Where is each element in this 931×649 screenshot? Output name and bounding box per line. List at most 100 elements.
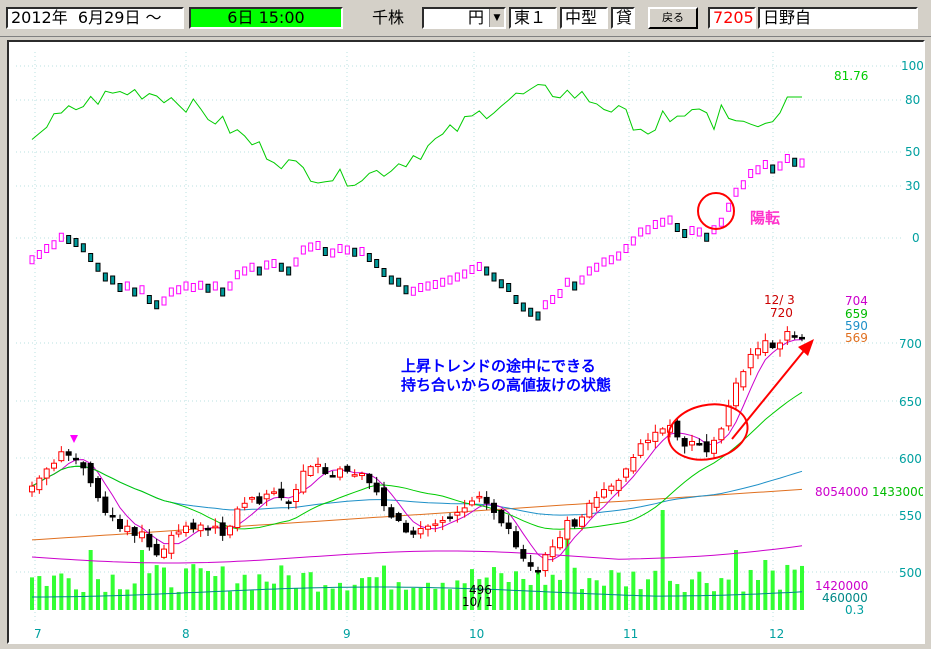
volume-bar-81: [624, 586, 628, 610]
volume-bar-33: [272, 583, 276, 610]
candle-82: [630, 453, 637, 474]
candle-body: [95, 478, 101, 499]
code-prefix: 7: [713, 8, 724, 27]
chevron-down-icon[interactable]: ▼: [489, 9, 504, 27]
volume-bar-10: [103, 591, 108, 610]
unit-label: 千株: [372, 8, 405, 27]
candle-56: [439, 516, 446, 531]
trend-arrow-head: [798, 339, 814, 356]
market-field: 東１: [509, 7, 557, 29]
volume-bar-85: [653, 570, 658, 610]
back-button[interactable]: 戻る: [648, 7, 698, 29]
candle-body: [447, 516, 453, 519]
candle-body: [564, 519, 571, 540]
oscillator-line: [31, 83, 802, 187]
candle-body: [432, 523, 439, 526]
volume-bar-92: [704, 583, 709, 610]
volume-bar-1: [37, 576, 42, 610]
volume-bar-8: [88, 550, 93, 610]
candle-body: [476, 495, 483, 499]
candle-47: [373, 476, 380, 496]
candle-52: [410, 526, 417, 538]
psar-marker-37: [300, 245, 306, 255]
price-axis-700: 700: [899, 337, 922, 351]
psar-marker-105: [799, 158, 805, 168]
candle-80: [615, 478, 622, 497]
candle-body: [733, 382, 739, 407]
volume-bar-47: [374, 577, 379, 610]
candle-body: [579, 516, 585, 527]
status-field: 6日 15:00: [189, 7, 343, 29]
psar-marker-38: [308, 242, 314, 252]
volume-label-4: 460000: [822, 591, 868, 605]
price-axis-550: 550: [899, 509, 922, 523]
candle-body: [256, 496, 263, 504]
volume-bar-104: [792, 569, 797, 610]
candle-9: [95, 476, 101, 502]
volume-bar-22: [191, 564, 196, 610]
volume-bar-14: [132, 583, 137, 610]
candle-44: [351, 469, 358, 478]
volume-bar-42: [338, 582, 342, 610]
candle-body: [527, 562, 534, 567]
candle-body: [755, 348, 761, 356]
candle-body: [403, 522, 409, 533]
psar-marker-20: [176, 285, 182, 295]
candle-body: [168, 534, 175, 554]
candle-body: [175, 531, 182, 535]
volume-bar-16: [147, 573, 152, 610]
ma-mid-line: [31, 465, 803, 516]
psar-marker-8: [88, 253, 94, 262]
volume-bar-21: [184, 568, 188, 610]
osc-axis-50: 50: [905, 145, 920, 159]
candle-body: [300, 470, 307, 493]
psar-marker-40: [322, 247, 328, 256]
size-class-field: 中型: [560, 7, 608, 29]
candle-74: [571, 518, 578, 529]
volume-bar-31: [257, 574, 262, 610]
month-label-12: 12: [769, 627, 784, 641]
volume-label-1: 8054000: [815, 485, 868, 499]
candle-39: [315, 457, 321, 474]
candle-body: [278, 488, 285, 499]
date-field[interactable]: 2012年 6月29日 ～: [6, 7, 184, 29]
psar-marker-14: [132, 287, 138, 297]
candle-body: [73, 457, 79, 461]
candle-14: [131, 525, 138, 543]
currency-select[interactable]: 円 ▼: [422, 7, 506, 29]
psar-marker-100: [762, 160, 768, 169]
candle-body: [219, 522, 226, 536]
psar-marker-96: [733, 187, 739, 197]
psar-marker-61: [476, 262, 482, 271]
candle-101: [769, 340, 776, 350]
volume-bar-52: [411, 587, 416, 610]
psar-marker-29: [242, 266, 248, 276]
osc-axis-100: 100: [901, 59, 923, 73]
psar-marker-54: [425, 281, 431, 291]
candle-body: [637, 443, 644, 456]
volume-bar-32: [264, 581, 269, 610]
psar-marker-83: [638, 227, 644, 237]
low-date-label: 10/ 1: [462, 595, 493, 609]
psar-marker-101: [770, 164, 776, 174]
candle-18: [161, 544, 167, 560]
candle-body: [87, 463, 94, 484]
candle-98: [747, 348, 754, 376]
candle-64: [498, 508, 505, 527]
psar-marker-59: [462, 269, 468, 279]
marker-triangle: [70, 435, 78, 443]
candle-88: [674, 418, 681, 441]
low-value-label: 496: [469, 583, 492, 597]
psar-marker-33: [271, 259, 277, 268]
volume-bar-44: [352, 584, 357, 610]
psar-marker-49: [388, 275, 394, 285]
psar-marker-21: [183, 281, 189, 291]
volume-bar-55: [433, 588, 438, 610]
volume-bar-86: [660, 510, 665, 610]
stock-code-field[interactable]: 7205: [708, 7, 756, 29]
volume-label-2: 1433000: [872, 485, 923, 499]
candle-body: [109, 514, 116, 518]
candle-body: [681, 438, 688, 447]
psar-marker-5: [66, 235, 72, 244]
psar-marker-90: [689, 226, 695, 235]
